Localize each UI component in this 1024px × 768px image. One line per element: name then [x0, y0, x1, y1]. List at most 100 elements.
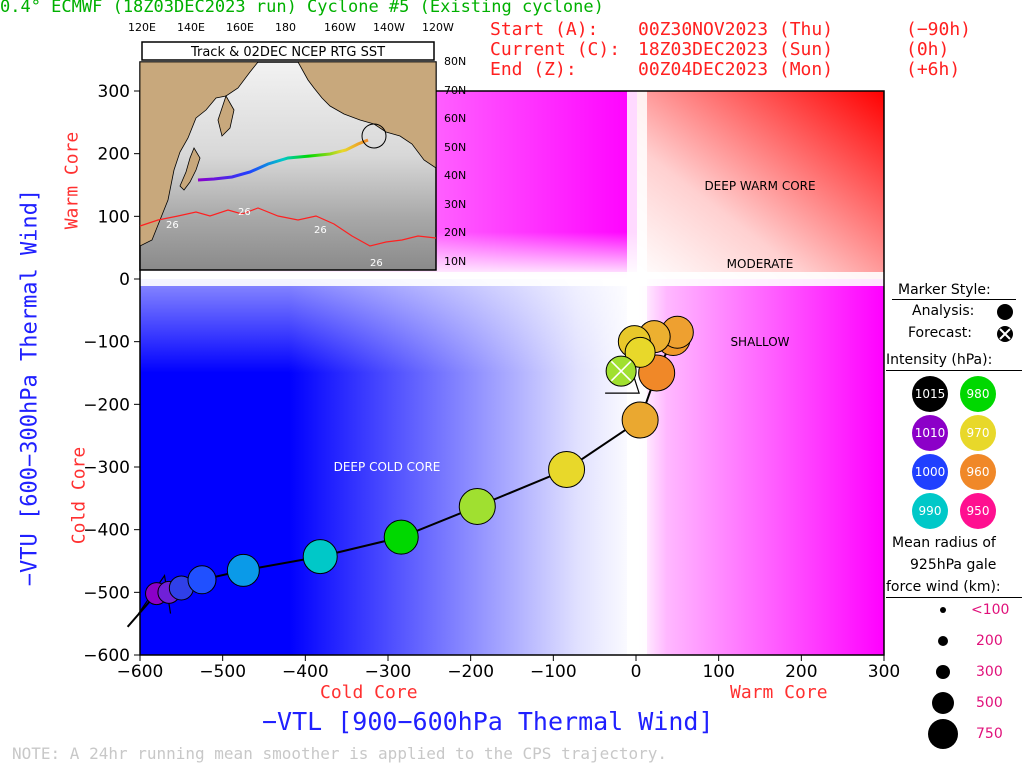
inset-land-japan: [179, 147, 201, 191]
x-warm-core-label: Warm Core: [730, 682, 828, 703]
inset-lon-label: 140W: [373, 21, 405, 34]
inset-lon-label: 180: [275, 21, 296, 34]
trajectory-point: [624, 336, 656, 368]
y-tick-label: −400: [83, 521, 130, 541]
end-label: End (Z):: [490, 59, 577, 80]
intensity-swatch: 960: [960, 454, 996, 490]
radius-marker: [938, 636, 948, 646]
inset-lat-label: 70N: [444, 83, 467, 97]
inset-sst-label-3: 26: [314, 225, 327, 236]
x-tick-label: −600: [117, 662, 164, 682]
x-axis-title: −VTL [900−600hPa Thermal Wind]: [262, 707, 714, 736]
y-tick-label: −600: [83, 646, 130, 666]
end-offset: (+6h): [906, 59, 961, 80]
inset-lon-label: 160E: [226, 21, 254, 34]
region-shallow: SHALLOW: [730, 335, 789, 349]
inset-lat-label: 40N: [444, 169, 467, 182]
trajectory: [126, 315, 694, 628]
x-tick-label: −200: [447, 662, 494, 682]
y-axis-ticks: 300 200 100 0 −100 −200 −300 −400 −500 −600: [83, 82, 140, 666]
y-tick-label: 300: [98, 82, 130, 102]
start-time: 00Z30NOV2023 (Thu): [638, 19, 834, 40]
current-label: Current (C):: [490, 39, 621, 60]
y-tick-label: −500: [83, 583, 130, 603]
footnote: NOTE: A 24hr running mean smoother is ap…: [12, 744, 668, 763]
region-deep-cold-core: DEEP COLD CORE: [334, 460, 441, 474]
inset-current-marker: [361, 123, 387, 149]
x-tick-label: 0: [631, 662, 642, 682]
radius-marker: [932, 692, 954, 714]
x-axis-ticks: −600 −500 −400 −300 −200 −100 0 100 200 300: [117, 655, 900, 682]
radius-marker: [936, 665, 950, 679]
legend-radius-title-2: 925hPa gale: [910, 557, 997, 573]
inset-sst-label-2: 26: [238, 207, 251, 218]
radius-label: 750: [976, 726, 1003, 742]
radius-marker: [928, 719, 958, 749]
intensity-swatch: 1010: [912, 415, 948, 451]
plot-frame: [139, 90, 885, 656]
trajectory-point: [621, 401, 659, 439]
inset-lat-label: 80N: [444, 55, 467, 68]
region-moderate: MODERATE: [727, 257, 794, 271]
x-tick-label: 300: [868, 662, 900, 682]
inset-land-asia: [139, 61, 259, 247]
radius-marker: [940, 607, 946, 613]
radius-label: <100: [971, 602, 1010, 618]
legend-intensity-title: Intensity (hPa):: [886, 352, 993, 368]
legend-radius-title-1: Mean radius of: [892, 535, 996, 551]
intensity-swatch: 990: [912, 493, 948, 529]
start-label: Start (A):: [490, 19, 599, 40]
inset-lat-label: 30N: [444, 197, 467, 211]
x-tick-label: −400: [282, 662, 329, 682]
x-tick-label: −500: [199, 662, 246, 682]
intensity-swatch: 1015: [912, 376, 948, 412]
start-offset: (−90h): [906, 19, 972, 40]
intensity-swatch: 1000: [912, 454, 948, 490]
trajectory-point: [302, 539, 338, 575]
intensity-swatch: 970: [960, 415, 996, 451]
inset-lat-label: 20N: [444, 226, 467, 239]
inset-land-kamchatka: [217, 95, 235, 137]
intensity-swatch: 980: [960, 376, 996, 412]
inset-sst-isotherm: [139, 207, 437, 247]
inset-title: Track & 02DEC NCEP RTG SST: [190, 45, 385, 60]
inset-lat-label: 10N: [444, 254, 467, 268]
x-cold-core-label: Cold Core: [320, 682, 418, 703]
trajectory-point: [458, 487, 496, 525]
chart-title: 0.4° ECMWF (18Z03DEC2023 run) Cyclone #5…: [0, 0, 604, 17]
x-tick-label: −100: [530, 662, 577, 682]
inset-lon-label: 120E: [128, 21, 156, 34]
radius-label: 500: [976, 695, 1003, 711]
inset-lon-label: 140E: [177, 21, 205, 34]
legend-analysis-marker: [997, 304, 1013, 320]
trajectory-point: [187, 565, 217, 595]
inset-lon-label: 120W: [422, 21, 454, 34]
legend-analysis-label: Analysis:: [912, 303, 975, 319]
y-tick-label: 100: [98, 207, 130, 227]
x-tick-label: −300: [365, 662, 412, 682]
inset-sst-label-4: 26: [370, 258, 383, 269]
radius-label: 200: [976, 633, 1003, 649]
legend-forecast-marker: [997, 326, 1013, 342]
y-tick-label: −100: [83, 333, 130, 353]
trajectory-point: [548, 451, 586, 489]
y-tick-label: 200: [98, 145, 130, 165]
current-time: 18Z03DEC2023 (Sun): [638, 39, 834, 60]
inset-map: 26 26 26 26 Track & 02DEC NCEP RTG SST: [138, 40, 438, 272]
trajectory-point: [383, 519, 419, 555]
forecast-cross: [610, 360, 632, 382]
legend-divider-2: [886, 370, 1022, 371]
radius-label: 300: [976, 664, 1003, 680]
legend-forecast-label: Forecast:: [908, 325, 972, 341]
end-time: 00Z04DEC2023 (Mon): [638, 59, 834, 80]
x-tick-label: 100: [702, 662, 734, 682]
legend-radius-title-3: force wind (km):: [886, 579, 1001, 595]
y-tick-label: 0: [119, 270, 130, 290]
inset-lat-label: 60N: [444, 112, 467, 125]
region-deep-warm-core: DEEP WARM CORE: [704, 179, 815, 193]
current-offset: (0h): [906, 39, 950, 60]
inset-sst-label-1: 26: [166, 220, 179, 231]
inset-title-box: [141, 41, 435, 61]
inset-map-svg: 26 26 26 26 Track & 02DEC NCEP RTG SST: [139, 41, 437, 271]
x-tick-label: 200: [785, 662, 817, 682]
